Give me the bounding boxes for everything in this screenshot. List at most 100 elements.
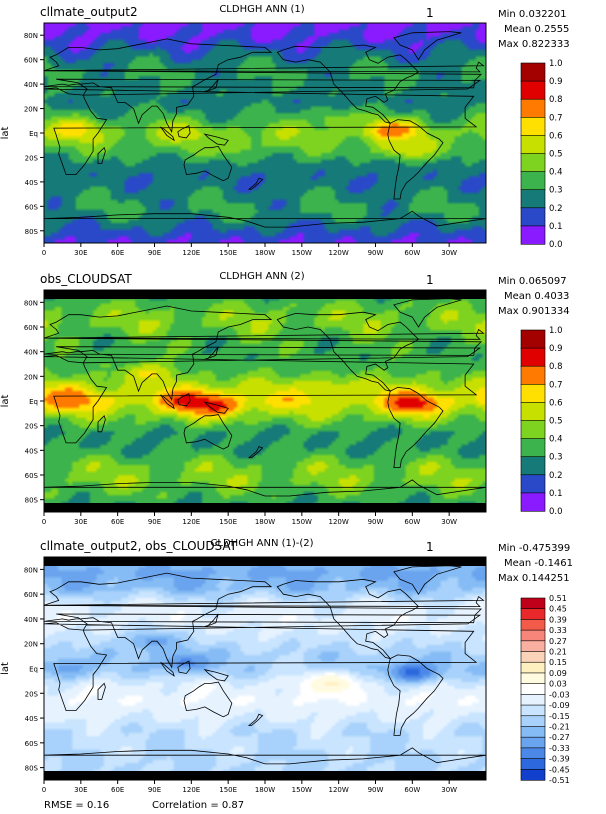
x-tick-label: 90W (368, 786, 384, 794)
colorbar-box (520, 619, 546, 631)
y-tick-label: 40S (25, 715, 39, 723)
y-tick-label: 20N (24, 106, 38, 114)
colorbar-box (520, 608, 546, 621)
x-tick-label: 30E (74, 518, 87, 526)
x-tick-label: 30W (441, 518, 457, 526)
colorbar-box (520, 768, 546, 781)
stat-mean: Mean 0.4033 (504, 291, 569, 302)
stat-min: Min 0.032201 (498, 9, 567, 20)
stat-min: Min -0.475399 (498, 543, 570, 554)
coastline (393, 31, 462, 61)
colorbar-label: 0.15 (549, 658, 567, 667)
y-tick-label: 40N (24, 616, 38, 624)
colorbar-box (520, 597, 546, 610)
colorbar-box (520, 474, 546, 494)
colorbar-box (520, 758, 546, 770)
coastline (393, 298, 462, 328)
coastline (43, 572, 483, 669)
colorbar-label: 0.7 (549, 380, 563, 390)
y-tick-label: 80S (25, 497, 39, 505)
colorbar-box (520, 402, 546, 422)
colorbar-box (520, 661, 546, 674)
colorbar-label: -0.15 (549, 712, 570, 721)
x-tick-label: 0 (42, 518, 46, 526)
x-tick-label: 60E (111, 786, 124, 794)
x-tick-label: 60E (111, 249, 124, 257)
stat-max: Max 0.822333 (498, 39, 570, 50)
y-tick-label: 40S (25, 179, 39, 187)
colorbar-box (520, 171, 546, 191)
colorbar-label: 0.0 (549, 240, 563, 250)
colorbar-label: 0.5 (549, 417, 563, 427)
x-tick-label: 150E (219, 518, 237, 526)
x-tick-label: 90E (148, 249, 161, 257)
colorbar-box (520, 347, 546, 367)
colorbar-box (520, 135, 546, 155)
colorbar-box (520, 694, 546, 706)
colorbar-label: 0.5 (549, 150, 563, 160)
x-tick-label: 30E (74, 249, 87, 257)
panel-title: CLDHGH ANN (2) (219, 271, 304, 282)
y-tick-label: 60S (25, 472, 39, 480)
x-tick-label: 150W (292, 786, 312, 794)
x-tick-label: 180W (255, 249, 275, 257)
x-tick-label: 150E (219, 786, 237, 794)
x-tick-label: 90W (368, 249, 384, 257)
colorbar-box (520, 438, 546, 458)
x-tick-label: 150W (292, 518, 312, 526)
x-tick-label: 90E (148, 518, 161, 526)
coastline (160, 126, 175, 142)
no-data-band-south (44, 503, 486, 512)
colorbar-label: 0.09 (549, 669, 567, 678)
x-tick-label: 30W (441, 786, 457, 794)
colorbar-label: -0.03 (549, 690, 570, 699)
coastline (203, 669, 229, 682)
colorbar-label: 0.2 (549, 471, 563, 481)
field-map (44, 23, 486, 243)
no-data-band-south (44, 771, 486, 780)
y-tick-label: Eq (29, 666, 38, 674)
coastline (160, 661, 175, 677)
coastline (276, 578, 420, 660)
colorbar-label: 0.39 (549, 615, 567, 624)
panel-title: CLDHGH ANN (1)-(2) (210, 538, 313, 549)
rmse-label: RMSE = 0.16 (44, 800, 110, 811)
colorbar-label: 1.0 (549, 326, 563, 336)
x-tick-label: 150W (292, 249, 312, 257)
coastline (204, 613, 219, 627)
x-tick-label: 120W (329, 249, 349, 257)
x-tick-label: 120E (182, 249, 200, 257)
colorbar-label: 0.4 (549, 168, 563, 178)
x-tick-label: 180W (255, 518, 275, 526)
coastline (43, 305, 483, 402)
coastline (43, 747, 487, 765)
y-tick-label: 80N (24, 32, 38, 40)
y-tick-label: 40S (25, 447, 39, 455)
colorbar-label: 0.8 (549, 362, 563, 372)
coastline (43, 328, 485, 340)
colorbar-box (520, 492, 546, 512)
colorbar-label: 0.6 (549, 398, 563, 408)
colorbar-box (520, 629, 546, 642)
stat-mean: Mean -0.1461 (504, 558, 573, 569)
x-tick-label: 60W (404, 786, 420, 794)
colorbar-box (520, 736, 546, 749)
coastline (387, 654, 444, 736)
colorbar-label: 0.27 (549, 637, 567, 646)
panel-left-title: cllmate_output2, obs_CLOUDSAT (40, 539, 238, 553)
coastline (247, 177, 264, 190)
y-tick-label: Eq (29, 130, 38, 138)
y-tick-label: Eq (29, 398, 38, 406)
coastline (43, 210, 487, 228)
colorbar-label: 0.03 (549, 680, 567, 689)
colorbar-label: -0.45 (549, 765, 570, 774)
colorbar-label: -0.33 (549, 744, 570, 753)
y-tick-label: 20S (25, 690, 39, 698)
coastline (387, 386, 444, 468)
y-tick-label: 60N (24, 57, 38, 65)
coastline (387, 119, 444, 200)
colorbar-box (520, 98, 546, 118)
colorbar-box (520, 225, 546, 245)
colorbar-box (520, 189, 546, 209)
